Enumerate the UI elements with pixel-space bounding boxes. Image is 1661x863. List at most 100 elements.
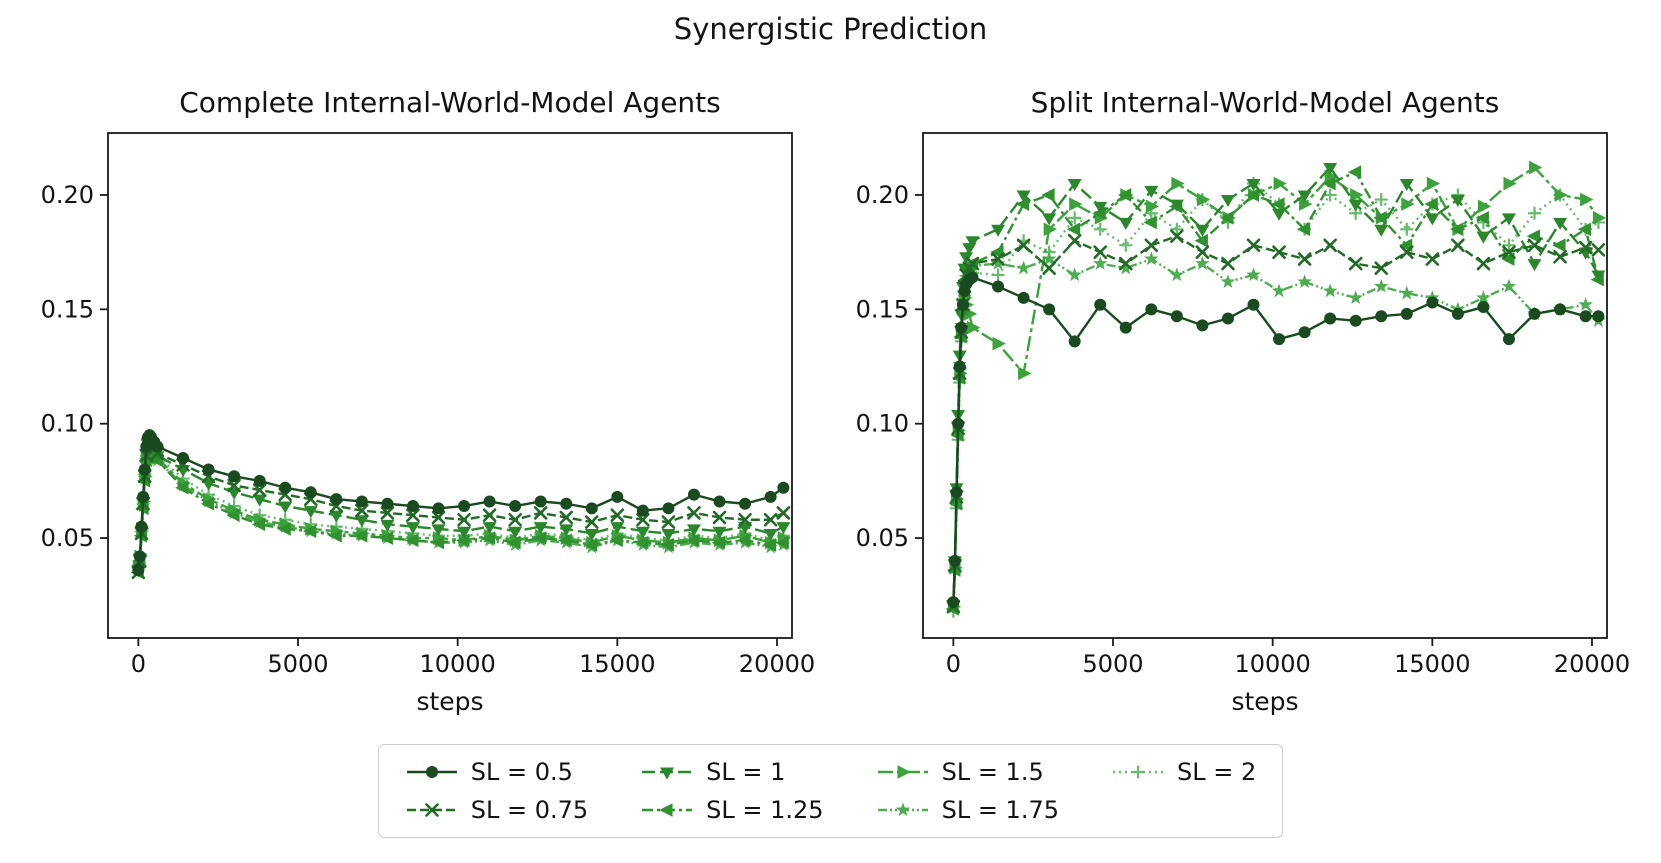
marker-x — [584, 515, 599, 529]
marker-triangle-down — [584, 528, 599, 541]
marker-triangle-down — [712, 526, 727, 539]
y-tick-label: 0.20 — [41, 181, 94, 209]
marker-x — [1374, 261, 1389, 275]
marker-plus — [1400, 222, 1414, 236]
marker-circle — [132, 564, 145, 577]
marker-triangle-left — [405, 533, 419, 548]
marker-circle — [509, 500, 522, 513]
marker-triangle-down — [533, 522, 548, 535]
marker-triangle-left — [354, 528, 368, 543]
marker-triangle-left — [558, 533, 572, 548]
marker-triangle-left — [1526, 229, 1541, 243]
marker-circle — [1324, 312, 1337, 325]
x-axis-label: steps — [1231, 687, 1298, 716]
marker-plus — [1131, 765, 1145, 779]
marker-x — [508, 512, 522, 527]
marker-star — [1501, 278, 1517, 293]
marker-circle — [948, 554, 961, 567]
marker-x — [380, 506, 395, 520]
marker-triangle-left — [430, 535, 445, 550]
subplot-title-split: Split Internal-World-Model Agents — [1030, 86, 1500, 119]
marker-triangle-right — [1145, 199, 1160, 214]
marker-triangle-right — [1426, 176, 1441, 191]
marker-x — [1170, 229, 1184, 243]
marker-triangle-left — [686, 533, 700, 548]
marker-triangle-down — [1476, 231, 1491, 244]
marker-star — [990, 256, 1006, 270]
marker-triangle-right — [1554, 188, 1568, 202]
marker-triangle-down — [201, 478, 216, 491]
legend-label: SL = 1.25 — [706, 796, 824, 824]
marker-triangle-right — [1580, 192, 1594, 207]
marker-triangle-down — [278, 501, 293, 514]
marker-circle — [534, 495, 547, 508]
figure-title: Synergistic Prediction — [673, 12, 988, 46]
marker-triangle-down — [1323, 163, 1338, 176]
marker-x — [1323, 238, 1337, 253]
marker-triangle-left — [277, 522, 291, 536]
marker-triangle-left — [1475, 211, 1489, 225]
marker-x — [1118, 256, 1133, 271]
marker-triangle-right — [1018, 366, 1032, 381]
marker-triangle-right — [1592, 211, 1607, 225]
marker-triangle-right — [1503, 176, 1517, 191]
marker-triangle-down — [738, 522, 753, 535]
legend-item-sl1.5: SL = 1.5 — [876, 758, 1059, 786]
marker-star — [1016, 260, 1031, 275]
marker-x — [1425, 252, 1440, 266]
marker-x — [227, 478, 241, 493]
marker-x — [559, 510, 574, 525]
marker-triangle-right — [1477, 199, 1492, 214]
marker-circle — [425, 766, 438, 778]
marker-x — [1297, 252, 1312, 266]
legend-item-sl2: SL = 2 — [1111, 758, 1256, 786]
marker-triangle-left — [1041, 188, 1055, 202]
marker-triangle-left — [200, 496, 215, 511]
marker-triangle-down — [508, 526, 523, 539]
legend-item-sl0.5: SL = 0.5 — [405, 758, 588, 786]
marker-circle — [381, 497, 394, 510]
marker-triangle-left — [328, 528, 342, 543]
marker-x — [431, 510, 446, 525]
marker-circle — [611, 490, 624, 503]
marker-x — [1067, 233, 1082, 248]
triangle-down-icon — [642, 767, 693, 780]
marker-x — [533, 506, 548, 520]
marker-circle — [330, 493, 343, 506]
marker-triangle-left — [1015, 197, 1030, 211]
x-icon — [406, 803, 457, 817]
marker-star — [1169, 267, 1185, 282]
marker-circle — [953, 360, 966, 373]
series-line — [137, 443, 784, 571]
axes-frame — [922, 132, 1608, 639]
marker-triangle-down — [1553, 217, 1568, 230]
marker-circle — [406, 500, 419, 513]
marker-circle — [1477, 301, 1490, 314]
marker-triangle-right — [992, 336, 1006, 351]
marker-triangle-left — [1450, 222, 1464, 237]
marker-x — [424, 803, 439, 817]
marker-triangle-down — [1016, 190, 1031, 203]
marker-circle — [636, 504, 649, 517]
marker-circle — [560, 497, 573, 510]
marker-x — [1591, 243, 1606, 257]
marker-circle — [1579, 310, 1592, 323]
x-tick-label: 0 — [131, 650, 146, 678]
marker-circle — [135, 520, 148, 533]
marker-triangle-left — [175, 480, 189, 495]
x-tick-label: 15000 — [579, 650, 655, 678]
marker-triangle-left — [1194, 233, 1208, 248]
marker-circle — [662, 502, 675, 515]
marker-x — [1399, 245, 1414, 259]
marker-triangle-left — [456, 533, 470, 548]
y-tick-label: 0.20 — [856, 181, 909, 209]
marker-circle — [1400, 307, 1413, 320]
marker-circle — [1426, 296, 1439, 309]
marker-triangle-left — [481, 531, 496, 545]
series-line — [952, 234, 1599, 607]
marker-circle — [1247, 298, 1260, 311]
marker-star — [1093, 256, 1108, 270]
marker-triangle-down — [405, 522, 420, 535]
marker-circle — [1094, 298, 1107, 311]
